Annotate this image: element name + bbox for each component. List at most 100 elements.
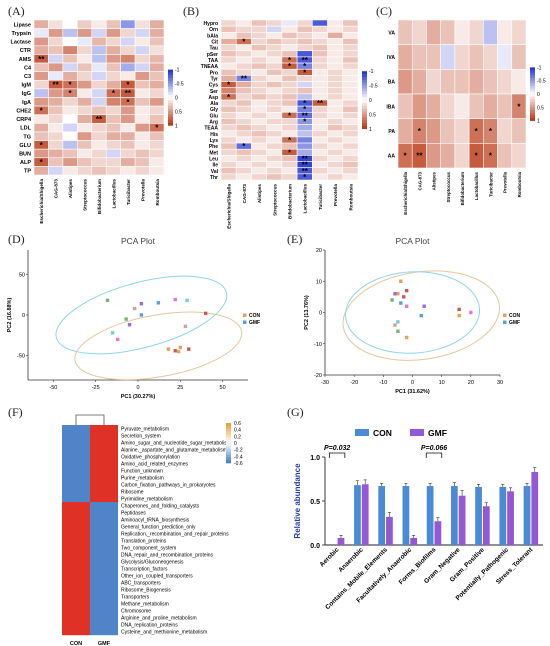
heat-cell: [511, 19, 527, 45]
heat-cell: [62, 166, 78, 176]
heat-cell: [91, 71, 107, 81]
colorbar-tick: 0: [175, 96, 178, 102]
heat-cell: [312, 167, 328, 175]
pathway-label: Pyrimidine_metabolism: [121, 496, 173, 502]
colorbar-segment: [530, 83, 535, 87]
heat-cell: [235, 105, 252, 113]
panel-label-c: (C): [376, 4, 392, 18]
colorbar-tick: 0.6: [234, 421, 241, 427]
heat-cell: [149, 88, 165, 98]
heat-cell: [48, 36, 64, 47]
heat-cell: [220, 105, 237, 113]
significance-star: **: [302, 154, 309, 163]
scatter-point: [469, 310, 473, 315]
pathway-label: Transcription_factors: [121, 566, 168, 572]
column-label: Alistipes: [68, 179, 73, 199]
heat-cell: [62, 131, 78, 141]
colorbar-segment: [362, 114, 367, 118]
heat-cell: [426, 118, 441, 144]
significance-star: *: [475, 152, 479, 161]
heat-cell: [62, 36, 78, 47]
heat-cell: [105, 140, 121, 150]
heat-cell: [397, 69, 413, 95]
confidence-ellipse: [74, 311, 243, 381]
confidence-ellipse: [344, 271, 481, 354]
panel-label-g: (G): [287, 405, 304, 419]
heat-cell-con: [62, 425, 90, 433]
heat-cell: [296, 136, 313, 144]
significance-star: *: [303, 68, 307, 77]
heat-cell: [120, 54, 136, 64]
heat-cell: [342, 112, 359, 119]
heat-cell: [134, 54, 150, 64]
heat-cell: [62, 157, 78, 167]
heat-cell: [342, 87, 359, 95]
pathway-label: Chaperones_and_folding_catalysts: [121, 503, 200, 509]
heat-cell: [120, 36, 136, 47]
column-label: CON: [70, 641, 82, 646]
heat-cell: [149, 36, 165, 47]
row-label: Glu: [210, 113, 218, 119]
heat-cell-gmf: [90, 432, 118, 440]
heat-cell: [266, 75, 283, 82]
y-axis-label: PC2 (13.76%): [304, 295, 310, 330]
heat-cell: [454, 143, 470, 169]
heat-cell: [149, 148, 165, 159]
heat-cell: [342, 19, 359, 27]
heat-cell: [454, 69, 470, 95]
row-label: Ala: [210, 101, 218, 107]
heat-cell-gmf: [90, 579, 118, 587]
panel-label-b: (B): [183, 4, 199, 18]
heat-cell-gmf: [90, 586, 118, 594]
panel-a-heatmap: Lipase Trypsin Lactase CTR AMS C4 C3 IgM IgG IgA C…: [11, 19, 184, 224]
heat-cell: [235, 93, 252, 101]
heat-cell: [440, 19, 456, 45]
heat-cell: [327, 105, 344, 113]
heat-cell: [342, 44, 359, 52]
scatter-point: [176, 349, 181, 354]
heat-cell: [149, 28, 165, 38]
heat-cell: [497, 44, 513, 70]
confidence-ellipse: [342, 270, 500, 361]
heat-cell: [62, 19, 78, 29]
heat-cell: [235, 130, 252, 138]
heat-cell: [312, 38, 328, 45]
pathway-label: Chromosome: [121, 608, 151, 614]
colorbar-segment: [168, 105, 173, 109]
heat-cell: [235, 155, 252, 162]
heat-cell: [497, 19, 513, 45]
heat-cell: [120, 123, 136, 133]
pathway-label: DNA_repair_and_recombination_proteins: [121, 552, 213, 558]
heat-cell: [312, 112, 328, 119]
significance-bracket: [425, 452, 443, 458]
pathway-label: Amino_sugar_and_nucleotide_sugar_metabol…: [121, 440, 231, 446]
heat-cell: [312, 118, 328, 125]
heat-cell: [327, 155, 344, 162]
colorbar-tick: 0.5: [175, 109, 182, 115]
significance-star: *: [40, 158, 44, 167]
significance-star: *: [517, 102, 521, 111]
heat-cell: [251, 75, 267, 82]
heat-cell-con: [62, 565, 90, 573]
row-label: Hypro: [204, 21, 218, 27]
colorbar-segment: [168, 122, 173, 126]
heat-cell: [62, 28, 78, 38]
panel-d-pca-plot: PCA Plot -50 -25 0 25 50 -50 0 50 PC1 (30.27%) PC2…: [7, 236, 261, 400]
heat-cell: [77, 62, 93, 72]
heat-cell: [266, 142, 283, 150]
heat-cell: [342, 148, 359, 156]
significance-star: *: [303, 62, 307, 71]
heat-cell: [251, 167, 267, 175]
x-tick-label: 25: [177, 385, 183, 391]
heat-cell-con: [62, 586, 90, 594]
heat-cell-con: [62, 530, 90, 538]
row-label: Orn: [209, 27, 218, 33]
heat-cell: [149, 97, 165, 107]
heat-cell: [77, 36, 93, 47]
bar-gmf: [507, 491, 514, 545]
heat-cell: [327, 44, 344, 52]
column-label: Romboutsia: [348, 184, 353, 211]
row-label: Phe: [209, 144, 218, 150]
heat-cell: [251, 99, 267, 107]
scatter-point: [178, 345, 183, 350]
